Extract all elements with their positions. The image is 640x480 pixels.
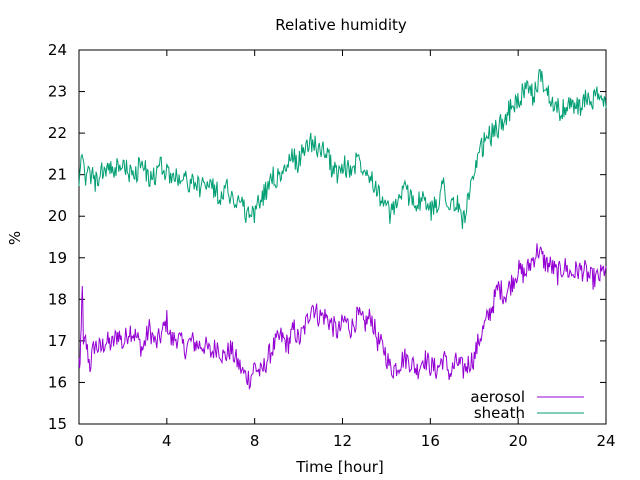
x-tick-label: 16 [421,432,440,450]
y-axis-label: % [6,231,24,245]
y-tick-label: 24 [48,41,67,59]
plot-frame [78,49,607,425]
x-tick-label: 24 [596,432,615,450]
x-axis-label: Time [hour] [295,458,384,476]
x-tick-label: 0 [74,432,84,450]
legend-label-aerosol: aerosol [470,388,525,406]
series-line-sheath [78,69,607,230]
x-tick-label: 20 [509,432,528,450]
y-tick-label: 21 [48,166,67,184]
y-tick-label: 19 [48,249,67,267]
y-tick-label: 22 [48,124,67,142]
y-tick-label: 23 [48,83,67,101]
legend-label-sheath: sheath [474,404,525,422]
y-tick-label: 17 [48,332,67,350]
x-tick-label: 4 [162,432,172,450]
series-line-aerosol [78,243,607,391]
series-group [78,69,607,391]
y-tick-label: 18 [48,290,67,308]
y-tick-label: 20 [48,207,67,225]
y-tick-label: 15 [48,415,67,433]
x-tick-label: 12 [333,432,352,450]
chart-title: Relative humidity [275,16,407,34]
x-tick-label: 8 [250,432,260,450]
axes: 0 4 8 12 16 20 24 15 16 17 18 19 20 21 22 23 24 [48,41,616,450]
y-tick-label: 16 [48,373,67,391]
